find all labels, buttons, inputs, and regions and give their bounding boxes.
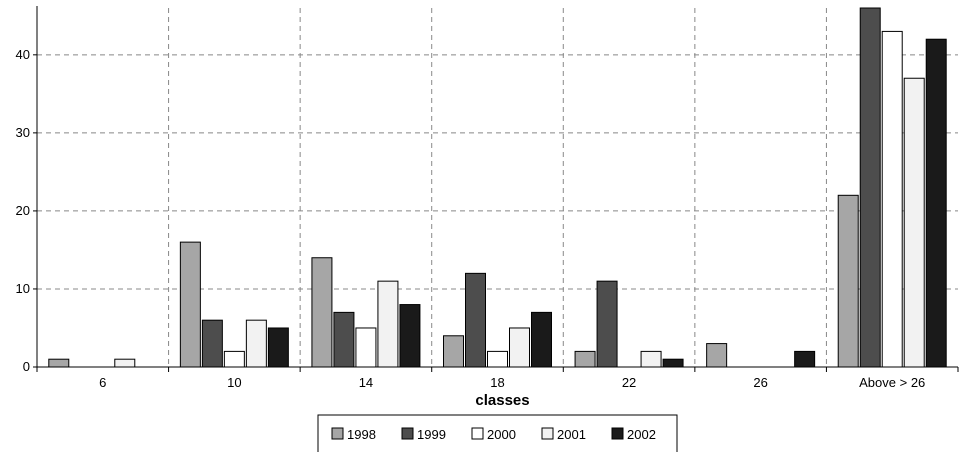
legend-label-2002: 2002 (627, 427, 656, 442)
x-tick-label: 22 (622, 375, 636, 390)
legend-label-1998: 1998 (347, 427, 376, 442)
bar-1999-22 (596, 280, 618, 368)
legend-swatch-2002 (611, 427, 624, 440)
bar-2000-14 (355, 327, 377, 368)
bar-2002-22 (662, 358, 684, 368)
legend-swatch-1999 (401, 427, 414, 440)
bar-2002-18 (531, 311, 552, 368)
legend-swatch-1998 (331, 427, 344, 440)
legend-label-2000: 2000 (487, 427, 516, 442)
legend-swatch-2001 (541, 427, 554, 440)
bar-2002-10 (267, 327, 289, 368)
bar-1998-22 (574, 350, 596, 368)
bar-1998-10 (179, 241, 201, 368)
bar-2002-14 (399, 304, 421, 368)
x-axis-title: classes (475, 392, 529, 409)
bar-2000-10 (223, 350, 245, 368)
x-tick-label: 6 (99, 375, 106, 390)
bar-2000-Above-26 (881, 30, 903, 368)
bar-1998-18 (443, 335, 464, 368)
y-tick-label: 40 (16, 47, 30, 62)
x-tick-label: Above > 26 (859, 375, 925, 390)
bar-2001-14 (377, 280, 399, 368)
bar-2001-Above-26 (903, 77, 925, 368)
x-tick-label: 18 (490, 375, 504, 390)
bar-1999-14 (333, 311, 355, 368)
x-tick-label: 14 (359, 375, 373, 390)
y-tick-label: 10 (16, 281, 30, 296)
bar-2002-Above-26 (925, 38, 947, 368)
x-tick-label: 26 (753, 375, 767, 390)
bar-1998-Above-26 (837, 194, 859, 368)
legend-label-1999: 1999 (417, 427, 446, 442)
bar-1999-18 (465, 272, 486, 368)
y-tick-label: 0 (23, 359, 30, 374)
bar-1999-10 (201, 319, 223, 368)
bar-1998-26 (706, 343, 728, 368)
bar-1998-6 (48, 358, 70, 368)
x-tick-label: 10 (227, 375, 241, 390)
bar-2001-22 (640, 350, 662, 368)
y-tick-label: 20 (16, 203, 30, 218)
bar-2001-10 (245, 319, 267, 368)
bar-1999-Above-26 (859, 7, 881, 368)
bar-2001-18 (509, 327, 530, 368)
bar-2000-18 (487, 350, 508, 368)
bar-2001-6 (114, 358, 136, 368)
legend-label-2001: 2001 (557, 427, 586, 442)
y-tick-label: 30 (16, 125, 30, 140)
bar-2002-26 (794, 350, 816, 368)
bar-1998-14 (311, 257, 333, 368)
legend-swatch-2000 (471, 427, 484, 440)
